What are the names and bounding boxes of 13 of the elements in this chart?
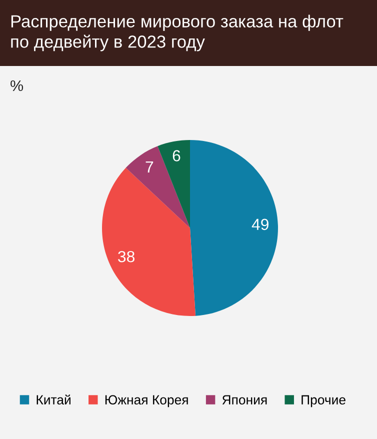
data-label: 49: [252, 218, 268, 230]
legend-label: Южная Корея: [105, 395, 188, 408]
legend-label: Прочие: [302, 395, 346, 408]
data-label: 7: [146, 161, 154, 172]
legend-label: Япония: [222, 395, 267, 405]
pie-slice: [158, 140, 190, 228]
data-label: 38: [118, 250, 134, 262]
pie-slice: [126, 146, 190, 228]
legend-label: Китай: [36, 394, 70, 405]
chart-subtitle: %: [10, 80, 24, 92]
chart-title: Распределение мирового заказа на флот по дедвейту в 2023 году: [11, 14, 344, 52]
pie-slice: [190, 140, 278, 316]
data-label: 6: [172, 150, 180, 162]
